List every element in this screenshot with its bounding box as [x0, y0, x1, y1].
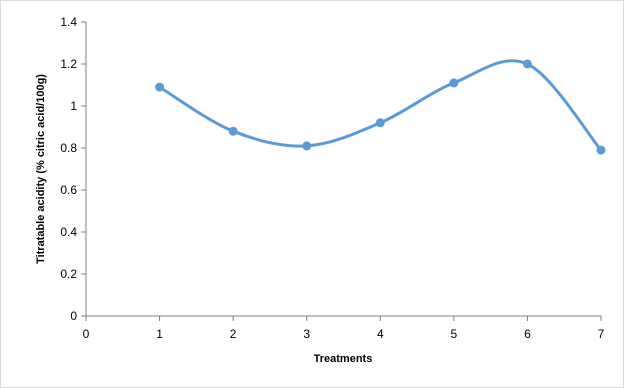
data-point	[596, 145, 606, 155]
y-tick-label: 0.2	[60, 267, 77, 281]
y-axis-ticks: 0 0.2 0.4 0.6 0.8 1 1.2 1.4	[60, 15, 86, 323]
y-tick-label: 0	[70, 309, 77, 323]
data-point	[302, 141, 312, 151]
x-tick-label: 0	[83, 327, 90, 341]
x-tick-label: 5	[451, 327, 458, 341]
data-point	[228, 126, 238, 136]
y-tick-label: 0.4	[60, 225, 77, 239]
y-tick-label: 0.8	[60, 141, 77, 155]
data-point	[155, 82, 165, 92]
x-tick-label: 2	[230, 327, 237, 341]
x-axis-title: Treatments	[314, 353, 373, 365]
y-tick-label: 0.6	[60, 183, 77, 197]
series-layer	[155, 59, 606, 155]
data-point	[375, 118, 385, 128]
x-tick-label: 6	[524, 327, 531, 341]
x-axis-ticks: 0 1 2 3 4 5 6 7	[83, 316, 605, 341]
y-tick-label: 1	[70, 99, 77, 113]
x-tick-label: 4	[377, 327, 384, 341]
series-line	[158, 59, 603, 152]
y-tick-label: 1.2	[60, 57, 77, 71]
y-axis-title: Titratable acidity (% citric acid/100g)	[35, 74, 47, 264]
y-tick-label: 1.4	[60, 15, 77, 29]
data-point	[449, 78, 459, 88]
x-tick-label: 1	[156, 327, 163, 341]
data-point	[522, 59, 532, 69]
x-tick-label: 3	[303, 327, 310, 341]
x-tick-label: 7	[598, 327, 605, 341]
